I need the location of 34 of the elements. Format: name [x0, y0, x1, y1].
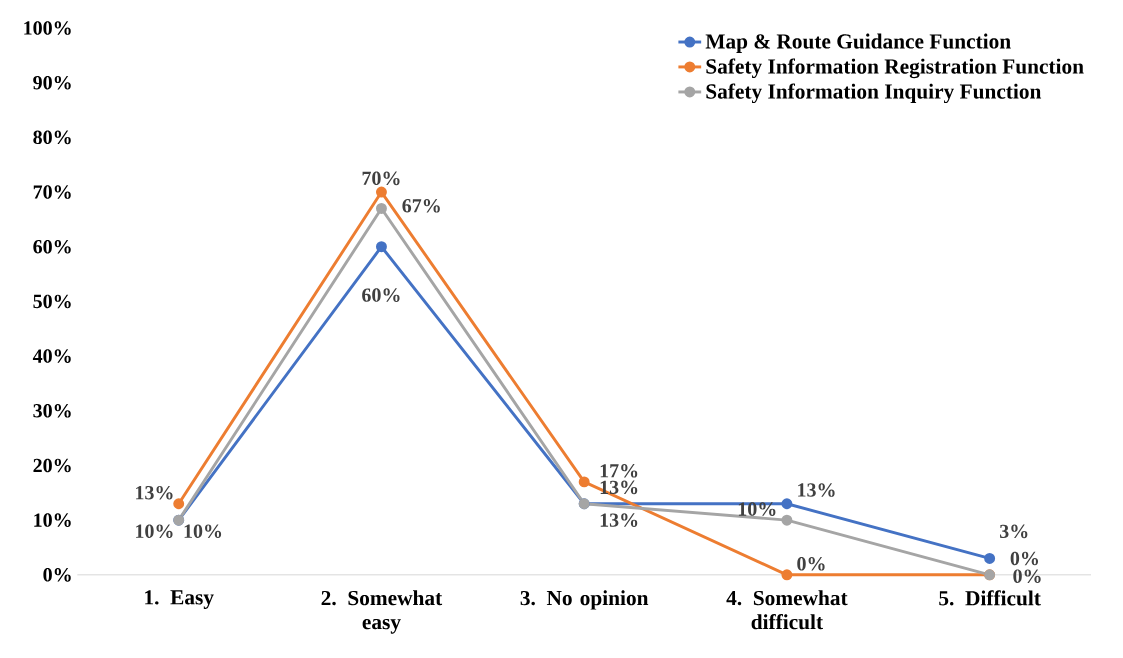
- y-tick-label: 40%: [32, 349, 71, 364]
- data-label: 10%: [184, 524, 222, 539]
- x-tick-label: 2. Somewhat easy: [321, 590, 443, 634]
- legend-label: Safety Information Registration Function: [706, 58, 1084, 79]
- data-label: 13%: [600, 513, 638, 528]
- y-tick-label: 50%: [33, 294, 71, 309]
- data-label: 3%: [999, 524, 1028, 539]
- y-tick-label: 80%: [33, 130, 71, 145]
- data-label: 13%: [798, 483, 835, 498]
- data-label: 70%: [362, 171, 400, 186]
- data-label: 10%: [136, 524, 173, 539]
- data-label: 10%: [738, 502, 776, 517]
- data-label: 60%: [362, 288, 400, 303]
- x-tick-label: 3. No opinion: [520, 590, 649, 610]
- y-tick-label: 70%: [33, 185, 71, 200]
- data-label: 0%: [1013, 569, 1041, 584]
- x-tick-label: 4. Somewhat difficult: [726, 590, 848, 630]
- y-tick-label: 0%: [43, 568, 71, 582]
- y-tick-label: 10%: [34, 513, 71, 528]
- x-tick-label: 1. Easy: [145, 590, 214, 610]
- data-label: 0%: [797, 557, 825, 571]
- y-tick-label: 90%: [33, 76, 71, 90]
- y-tick-label: 100%: [24, 21, 71, 36]
- data-label: 67%: [402, 199, 440, 213]
- x-tick-label: 5. Difficult: [939, 590, 1041, 606]
- legend-label: Map & Route Guidance Function: [705, 33, 1011, 54]
- data-label: 13%: [136, 486, 173, 500]
- legend-label: Safety Information Inquiry Function: [706, 83, 1042, 104]
- data-label: 0%: [1010, 551, 1039, 566]
- data-label: 13%: [600, 480, 638, 495]
- y-tick-label: 60%: [33, 240, 71, 254]
- y-tick-label: 20%: [33, 458, 71, 473]
- y-tick-label: 30%: [33, 404, 71, 418]
- data-label: 17%: [600, 464, 638, 478]
